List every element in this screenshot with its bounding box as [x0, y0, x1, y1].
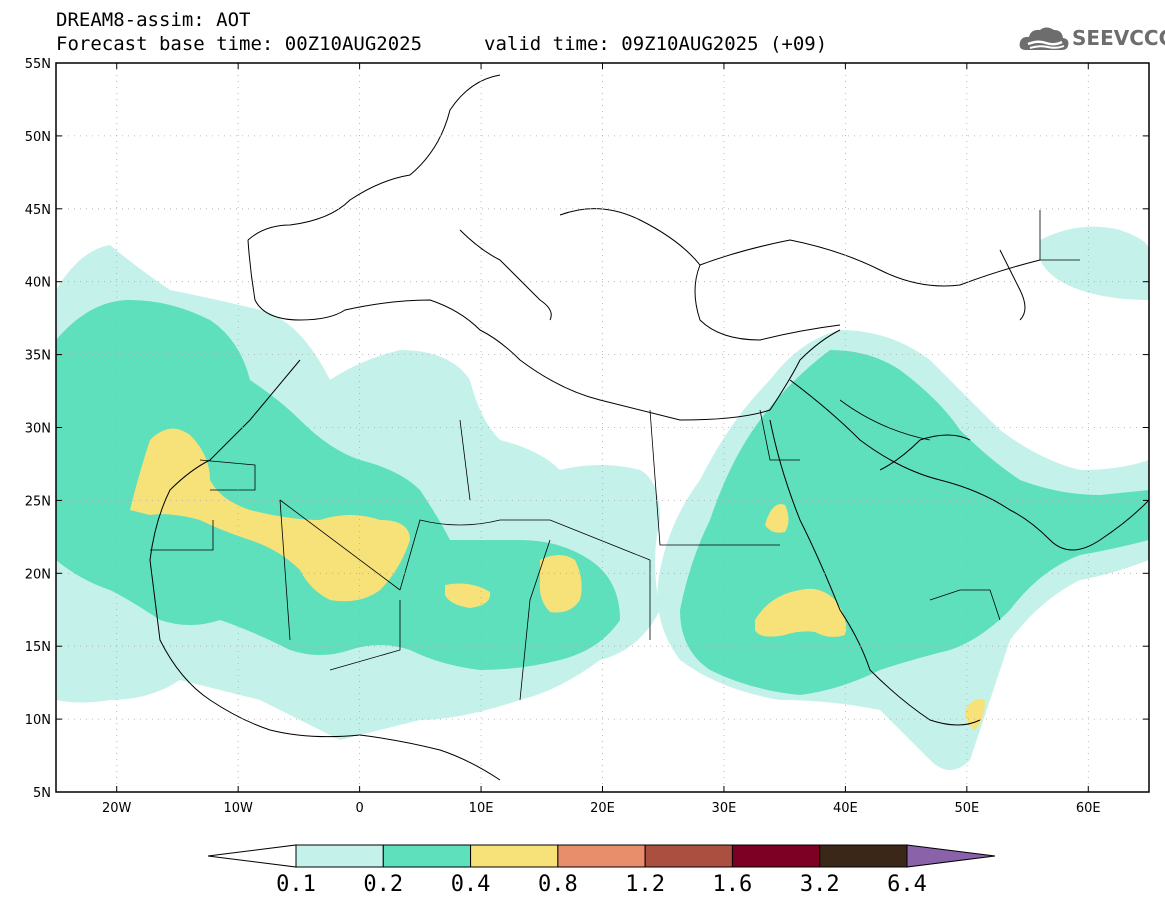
aot-region-west-medium: [56, 300, 620, 670]
colorbar-swatch: [470, 844, 559, 868]
aot-region-sudan-high: [755, 588, 847, 637]
colorbar-label: 0.8: [537, 872, 578, 897]
lon-label: 10W: [223, 801, 253, 816]
aot-region-chad-high: [539, 555, 582, 613]
logo-text: SEEVCCC: [1072, 26, 1165, 50]
aot-region-somalia-high: [965, 698, 985, 730]
lon-label: 30E: [712, 801, 737, 816]
colorbar-swatch: [295, 844, 384, 868]
colorbar: [207, 844, 996, 868]
lat-label: 5N: [33, 786, 51, 801]
colorbar-label: 0.4: [450, 872, 491, 897]
lat-label: 40N: [25, 276, 51, 291]
colorbar-swatch: [644, 844, 733, 868]
lat-label: 50N: [25, 130, 51, 145]
lon-label: 20E: [590, 801, 615, 816]
forecast-base-time: Forecast base time: 00Z10AUG2025: [56, 33, 423, 55]
colorbar-swatch: [382, 844, 472, 868]
map-grid: [56, 63, 1149, 792]
lon-label: 50E: [954, 801, 979, 816]
lon-label: 0: [355, 801, 363, 816]
lon-label: 20W: [102, 801, 132, 816]
lat-label: 25N: [25, 494, 51, 509]
longitude-labels: 20W 10W 0 10E 20E 30E 40E 50E 60E: [102, 801, 1101, 816]
lon-label: 60E: [1076, 801, 1101, 816]
country-borders: [150, 210, 1080, 701]
latitude-labels: 55N 50N 45N 40N 35N 30N 25N 20N 15N 10N 5N: [25, 57, 51, 801]
aot-region-west-high: [130, 428, 410, 602]
colorbar-underflow-triangle: [207, 844, 297, 868]
lat-label: 15N: [25, 640, 51, 655]
lat-label: 20N: [25, 567, 51, 582]
lon-label: 10E: [469, 801, 494, 816]
map-title: DREAM8-assim: AOT: [56, 9, 251, 31]
lat-label: 55N: [25, 57, 51, 72]
aot-shading: [56, 226, 1149, 770]
lat-label: 30N: [25, 422, 51, 437]
coastlines: [149, 74, 1149, 781]
aot-region-caspian-light: [1040, 226, 1149, 300]
colorbar-swatch: [819, 844, 908, 868]
aot-region-niger-high: [445, 583, 491, 608]
aot-region-egypt-high: [765, 504, 789, 533]
colorbar-label: 3.2: [799, 872, 840, 897]
colorbar-swatch: [731, 844, 821, 868]
colorbar-swatch: [557, 844, 646, 868]
colorbar-label: 1.2: [625, 872, 666, 897]
colorbar-label: 6.4: [887, 872, 927, 897]
valid-time: valid time: 09Z10AUG2025 (+09): [484, 33, 828, 55]
lat-label: 10N: [25, 713, 51, 728]
colorbar-label: 0.2: [363, 872, 404, 897]
lat-label: 35N: [25, 349, 51, 364]
axis-ticks: [56, 62, 1149, 793]
cloud-logo-icon: [1019, 27, 1069, 50]
colorbar-label: 0.1: [276, 872, 316, 897]
colorbar-label: 1.6: [712, 872, 753, 897]
lat-label: 45N: [25, 203, 51, 218]
colorbar-overflow-triangle: [906, 844, 996, 868]
lon-label: 40E: [833, 801, 858, 816]
